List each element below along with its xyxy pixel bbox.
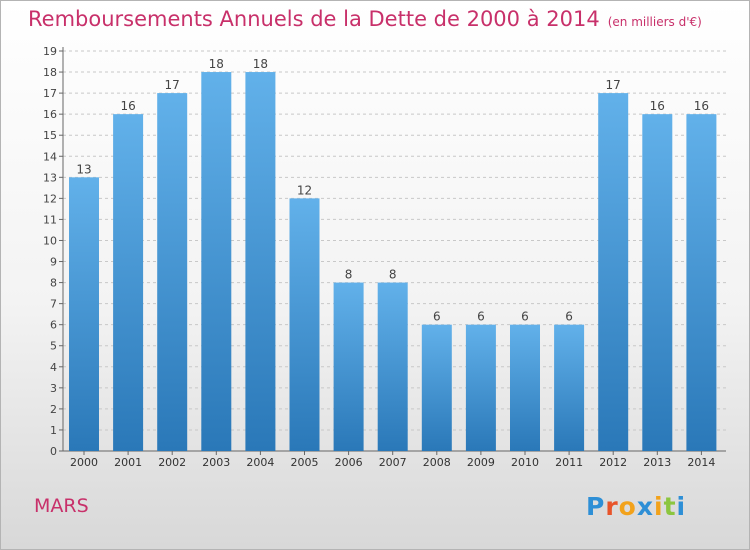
x-tick-label: 2011 — [555, 456, 583, 469]
bar — [245, 72, 276, 451]
data-label: 6 — [477, 310, 485, 324]
data-label: 18 — [253, 57, 268, 71]
y-tick-label: 15 — [43, 129, 57, 142]
y-tick-label: 17 — [43, 87, 57, 100]
x-tick-label: 2000 — [70, 456, 98, 469]
bar — [554, 324, 585, 451]
data-label: 6 — [565, 310, 573, 324]
place-name: MARS — [34, 495, 89, 517]
logo-letter: i — [654, 492, 664, 521]
y-tick-label: 12 — [43, 192, 57, 205]
data-label: 16 — [120, 99, 135, 113]
bar — [377, 282, 408, 451]
x-tick-label: 2002 — [158, 456, 186, 469]
data-label: 8 — [389, 268, 397, 282]
x-tick-label: 2003 — [202, 456, 230, 469]
unit-note: (en milliers d'€) — [607, 15, 702, 29]
x-tick-label: 2005 — [291, 456, 319, 469]
y-tick-label: 0 — [50, 445, 57, 458]
bar — [598, 93, 629, 452]
bar — [157, 93, 188, 452]
bar — [421, 324, 452, 451]
bar — [289, 198, 320, 451]
y-tick-label: 8 — [50, 277, 57, 290]
y-tick-label: 19 — [43, 45, 57, 58]
y-tick-label: 10 — [43, 234, 57, 247]
x-tick-label: 2012 — [599, 456, 627, 469]
data-label: 6 — [521, 310, 529, 324]
logo-letter: t — [663, 492, 677, 521]
y-tick-label: 4 — [50, 361, 57, 374]
data-label: 18 — [209, 57, 224, 71]
x-tick-label: 2008 — [423, 456, 451, 469]
title-text: Remboursements Annuels de la Dette de 20… — [28, 7, 600, 31]
y-tick-label: 2 — [50, 403, 57, 416]
bar — [686, 114, 717, 451]
bar — [642, 114, 673, 451]
y-tick-label: 11 — [43, 213, 57, 226]
bar — [201, 72, 232, 451]
data-label: 16 — [694, 99, 709, 113]
y-tick-label: 14 — [43, 150, 57, 163]
x-tick-label: 2009 — [467, 456, 495, 469]
x-tick-label: 2006 — [335, 456, 363, 469]
x-tick-label: 2014 — [687, 456, 715, 469]
logo-letter: o — [618, 492, 637, 521]
data-label: 17 — [606, 78, 621, 92]
bar — [69, 177, 99, 451]
bar — [113, 114, 144, 451]
logo-letter: r — [605, 492, 619, 521]
proxiti-logo: Proxiti — [586, 492, 686, 521]
data-label: 17 — [165, 78, 180, 92]
y-tick-label: 9 — [50, 256, 57, 269]
y-tick-label: 13 — [43, 171, 57, 184]
x-tick-label: 2013 — [643, 456, 671, 469]
bar — [465, 324, 496, 451]
x-tick-label: 2007 — [379, 456, 407, 469]
logo-letter: i — [676, 492, 687, 521]
y-tick-label: 6 — [50, 319, 57, 332]
chart-title: Remboursements Annuels de la Dette de 20… — [28, 7, 702, 31]
x-tick-label: 2001 — [114, 456, 142, 469]
x-tick-label: 2004 — [246, 456, 274, 469]
data-label: 12 — [297, 183, 312, 197]
y-tick-label: 1 — [50, 424, 57, 437]
logo-letter: P — [586, 492, 606, 521]
bar — [333, 282, 364, 451]
bar — [510, 324, 540, 451]
data-label: 13 — [76, 162, 91, 176]
y-tick-label: 5 — [50, 340, 57, 353]
y-tick-label: 18 — [43, 66, 57, 79]
data-label: 6 — [433, 310, 441, 324]
x-tick-label: 2010 — [511, 456, 539, 469]
y-tick-label: 16 — [43, 108, 57, 121]
data-label: 8 — [345, 268, 353, 282]
data-label: 16 — [650, 99, 665, 113]
y-tick-label: 7 — [50, 298, 57, 311]
y-tick-label: 3 — [50, 382, 57, 395]
logo-letter: x — [636, 492, 654, 521]
